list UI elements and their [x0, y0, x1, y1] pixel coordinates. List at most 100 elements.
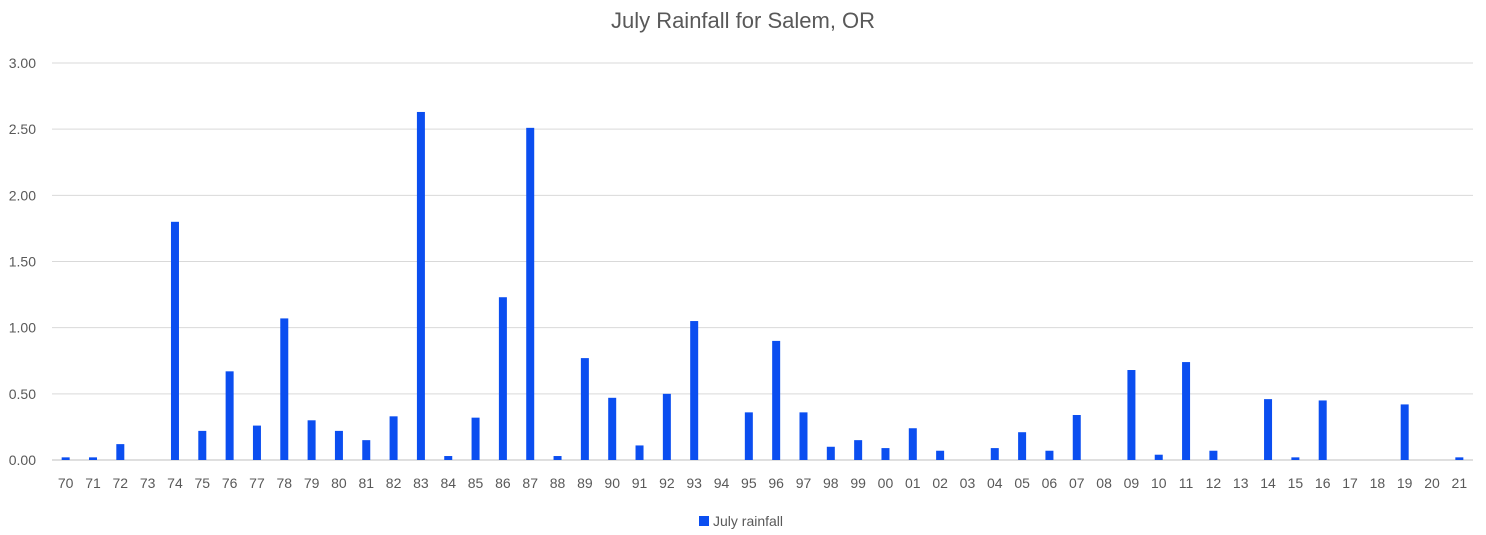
bar: [744, 412, 753, 460]
bar: [1318, 400, 1327, 460]
bar: [1182, 362, 1191, 460]
bar: [799, 412, 808, 460]
x-tick-label: 15: [1288, 475, 1304, 491]
x-tick-label: 03: [960, 475, 976, 491]
legend: July rainfall: [699, 513, 783, 529]
bar: [416, 111, 425, 461]
x-tick-label: 18: [1370, 475, 1386, 491]
y-tick-label: 1.00: [9, 320, 36, 336]
legend-swatch: [699, 516, 709, 526]
grid-lines: [52, 62, 1473, 461]
x-tick-label: 14: [1260, 475, 1276, 491]
x-tick-label: 05: [1014, 475, 1030, 491]
x-tick-label: 85: [468, 475, 484, 491]
bar: [1455, 457, 1464, 460]
bar: [280, 318, 289, 460]
legend-label: July rainfall: [713, 513, 783, 529]
x-tick-label: 91: [632, 475, 648, 491]
bar: [61, 457, 70, 460]
bar: [198, 430, 207, 460]
bar: [1072, 415, 1081, 460]
x-tick-label: 90: [604, 475, 620, 491]
bar: [1018, 432, 1027, 460]
x-tick-label: 93: [686, 475, 702, 491]
x-tick-label: 82: [386, 475, 402, 491]
bar: [690, 321, 699, 460]
bar: [826, 446, 835, 460]
x-tick-label: 77: [249, 475, 265, 491]
x-tick-label: 89: [577, 475, 593, 491]
bar: [252, 425, 261, 460]
x-tick-label: 21: [1452, 475, 1468, 491]
x-tick-label: 13: [1233, 475, 1249, 491]
chart-title: July Rainfall for Salem, OR: [610, 8, 876, 33]
x-tick-label: 07: [1069, 475, 1085, 491]
x-tick-label: 83: [413, 475, 429, 491]
bar: [662, 393, 671, 460]
bar: [471, 417, 480, 460]
bar: [1264, 399, 1273, 460]
x-tick-label: 84: [440, 475, 456, 491]
bar: [225, 371, 234, 460]
bar: [1209, 450, 1218, 460]
x-tick-label: 10: [1151, 475, 1167, 491]
y-tick-label: 1.50: [9, 254, 36, 270]
bar: [334, 430, 343, 460]
bar: [1127, 370, 1136, 460]
x-tick-label: 08: [1096, 475, 1112, 491]
x-tick-label: 80: [331, 475, 347, 491]
y-tick-label: 0.00: [9, 452, 36, 468]
x-tick-label: 74: [167, 475, 183, 491]
x-tick-label: 81: [358, 475, 374, 491]
bars: [61, 111, 1464, 461]
bar: [854, 440, 863, 460]
bar: [307, 420, 316, 460]
x-tick-label: 92: [659, 475, 675, 491]
bar: [1400, 404, 1409, 460]
bar: [362, 440, 371, 460]
y-tick-label: 0.50: [9, 386, 36, 402]
bar: [444, 456, 453, 460]
bar: [170, 221, 179, 460]
x-tick-label: 02: [932, 475, 948, 491]
x-tick-label: 11: [1179, 475, 1194, 491]
bar: [635, 445, 644, 460]
x-tick-label: 20: [1424, 475, 1440, 491]
x-tick-label: 00: [878, 475, 894, 491]
x-tick-label: 16: [1315, 475, 1331, 491]
x-tick-label: 04: [987, 475, 1003, 491]
bar: [580, 358, 589, 460]
bar: [116, 444, 125, 460]
x-tick-label: 19: [1397, 475, 1413, 491]
x-tick-label: 79: [304, 475, 320, 491]
bar: [772, 340, 781, 460]
x-tick-label: 97: [796, 475, 812, 491]
bar: [881, 448, 890, 460]
x-tick-label: 98: [823, 475, 839, 491]
x-tick-label: 73: [140, 475, 156, 491]
x-tick-label: 95: [741, 475, 757, 491]
x-tick-label: 17: [1342, 475, 1358, 491]
x-tick-label: 96: [768, 475, 784, 491]
bar: [498, 297, 507, 460]
bar: [936, 450, 945, 460]
x-tick-label: 78: [276, 475, 292, 491]
bar: [908, 428, 917, 460]
x-tick-label: 06: [1042, 475, 1058, 491]
y-tick-labels: 0.00 0.50 1.00 1.50 2.00 2.50 3.00: [9, 55, 36, 468]
bar: [553, 456, 562, 460]
bar: [88, 457, 97, 460]
x-tick-label: 87: [522, 475, 538, 491]
x-tick-label: 70: [58, 475, 74, 491]
bar: [1045, 450, 1054, 460]
x-tick-label: 94: [714, 475, 730, 491]
bar: [389, 416, 398, 460]
x-tick-label: 75: [195, 475, 211, 491]
x-tick-label: 76: [222, 475, 238, 491]
bar: [1291, 457, 1300, 460]
x-tick-label: 86: [495, 475, 511, 491]
y-tick-label: 3.00: [9, 55, 36, 71]
bar: [608, 397, 617, 460]
bar: [990, 448, 999, 460]
